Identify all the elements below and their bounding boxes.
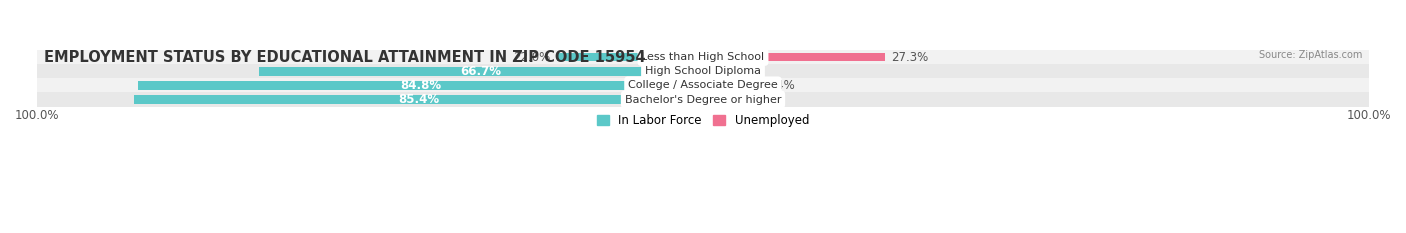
Text: 3.9%: 3.9%	[735, 65, 765, 78]
Text: 27.3%: 27.3%	[891, 51, 928, 64]
Bar	[138, 81, 703, 90]
Bar	[703, 53, 884, 62]
Text: 8.4%: 8.4%	[766, 79, 796, 92]
Bar	[37, 64, 1369, 78]
Bar	[703, 67, 728, 75]
Text: Less than High School: Less than High School	[641, 52, 765, 62]
Bar	[557, 53, 703, 62]
Text: 22.0%: 22.0%	[513, 51, 550, 64]
Bar	[37, 93, 1369, 106]
Text: College / Associate Degree: College / Associate Degree	[628, 80, 778, 90]
Text: Source: ZipAtlas.com: Source: ZipAtlas.com	[1258, 50, 1362, 60]
Bar	[37, 50, 1369, 64]
Bar	[259, 67, 703, 75]
Legend: In Labor Force, Unemployed: In Labor Force, Unemployed	[592, 109, 814, 132]
Text: 85.4%: 85.4%	[398, 93, 439, 106]
Bar	[703, 81, 759, 90]
Bar	[37, 78, 1369, 93]
Text: High School Diploma: High School Diploma	[645, 66, 761, 76]
Text: 84.8%: 84.8%	[401, 79, 441, 92]
Bar	[703, 95, 725, 104]
Text: 3.3%: 3.3%	[731, 93, 761, 106]
Text: EMPLOYMENT STATUS BY EDUCATIONAL ATTAINMENT IN ZIP CODE 15954: EMPLOYMENT STATUS BY EDUCATIONAL ATTAINM…	[44, 50, 645, 65]
Text: 66.7%: 66.7%	[461, 65, 502, 78]
Bar	[135, 95, 703, 104]
Text: Bachelor's Degree or higher: Bachelor's Degree or higher	[624, 95, 782, 105]
